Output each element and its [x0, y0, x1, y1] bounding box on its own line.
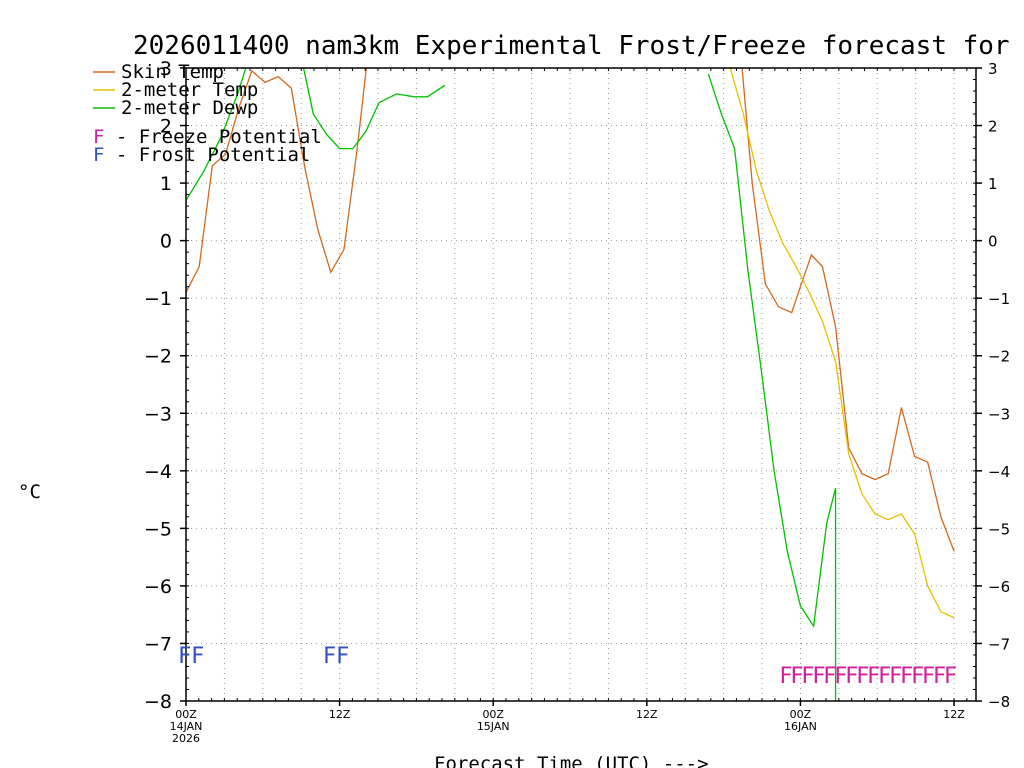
series-line-2-meter-temp [729, 68, 955, 619]
frost-marker: F [178, 644, 191, 669]
freeze-marker: F [790, 664, 803, 689]
freeze-marker: F [933, 664, 946, 689]
freeze-marker: F [911, 664, 924, 689]
y-tick-label-left: −8 [144, 691, 172, 713]
legend-label: F - Frost Potential [93, 144, 310, 166]
y-tick-label-right: 3 [988, 60, 998, 78]
y-tick-label-left: −4 [144, 461, 172, 483]
y-tick-label-left: 3 [160, 58, 172, 80]
series-line-2-meter-dewp [707, 73, 837, 629]
y-tick-label-right: 1 [988, 175, 998, 193]
x-tick-hour: 00Z [482, 708, 504, 721]
legend-label: Skin Temp [121, 61, 224, 83]
y-tick-label-right: 2 [988, 118, 998, 136]
freeze-marker: F [878, 664, 891, 689]
freeze-marker: F [900, 664, 913, 689]
freeze-marker: F [779, 664, 792, 689]
x-tick-hour: 12Z [329, 708, 351, 721]
y-tick-label-right: −7 [988, 635, 1010, 653]
x-tick-hour: 00Z [175, 708, 197, 721]
freeze-marker: F [845, 664, 858, 689]
freeze-marker: F [834, 664, 847, 689]
freeze-marker: F [922, 664, 935, 689]
y-tick-label-left: −7 [144, 633, 172, 655]
frost-marker: F [323, 644, 336, 669]
y-axis-label: °C [18, 481, 41, 503]
grid [186, 68, 976, 701]
x-tick-hour: 12Z [636, 708, 658, 721]
y-tick-label-right: −6 [988, 578, 1010, 596]
y-tick-label-right: −1 [988, 290, 1010, 308]
y-tick-label-left: −3 [144, 403, 172, 425]
y-tick-label-left: 2 [160, 116, 172, 138]
freeze-marker: F [812, 664, 825, 689]
y-tick-label-right: −8 [988, 693, 1010, 711]
freeze-marker: F [867, 664, 880, 689]
y-tick-label-right: −2 [988, 348, 1010, 366]
y-tick-label-left: 0 [160, 231, 172, 253]
axes: 3 3 2 2 1 1 0 0 −1 −1 −2 −2 −3 −3 −4 −4 −5 −5 −6 −6 −7 −7 −8 −8… [144, 58, 1010, 745]
legend-label: 2-meter Dewp [121, 97, 258, 119]
y-tick-label-right: 0 [988, 233, 998, 251]
x-axis-label: Forecast Time (UTC) ---> [434, 753, 709, 768]
y-tick-label-left: −1 [144, 288, 172, 310]
freeze-marker: F [823, 664, 836, 689]
plot-frame [185, 67, 977, 702]
freeze-marker: F [856, 664, 869, 689]
x-tick-date: 15JAN [477, 720, 510, 733]
y-tick-label-right: −4 [988, 463, 1010, 481]
series-layer [186, 68, 955, 701]
x-tick-hour: 12Z [943, 708, 965, 721]
frost-marker: F [191, 644, 204, 669]
legend-label: 2-meter Temp [121, 79, 258, 101]
frost-marker: F [336, 644, 349, 669]
freeze-marker: F [889, 664, 902, 689]
y-tick-label-left: −2 [144, 346, 172, 368]
x-tick-date: 14JAN [170, 720, 203, 733]
x-tick-date: 16JAN [784, 720, 817, 733]
x-tick-hour: 00Z [790, 708, 812, 721]
y-tick-label-right: −3 [988, 405, 1010, 423]
freeze-marker: F [944, 664, 957, 689]
series-line-skin-temp [741, 68, 955, 552]
y-tick-label-left: −5 [144, 518, 172, 540]
chart-title: 2026011400 nam3km Experimental Frost/Fre… [133, 31, 1024, 61]
series-line-skin-temp [186, 68, 368, 293]
freeze-marker: F [801, 664, 814, 689]
y-tick-label-left: −6 [144, 576, 172, 598]
legend-label: F - Freeze Potential [93, 126, 322, 148]
y-tick-label-right: −5 [988, 520, 1010, 538]
series-line-2-meter-dewp [186, 68, 446, 201]
x-tick-year: 2026 [172, 732, 200, 745]
y-tick-label-left: 1 [160, 173, 172, 195]
